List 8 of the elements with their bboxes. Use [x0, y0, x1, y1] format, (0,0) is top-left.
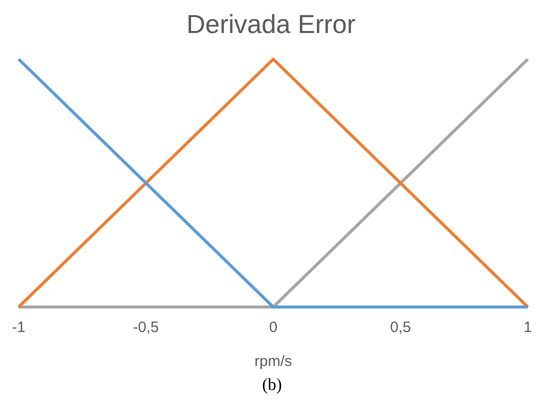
x-tick-label: 1: [524, 319, 532, 336]
x-tick-label: 0,5: [390, 319, 411, 336]
chart-title: Derivada Error: [186, 8, 356, 39]
x-tick-label: -1: [12, 319, 26, 336]
text: (b): [261, 375, 283, 395]
x-axis-title: rpm/s: [254, 353, 292, 370]
x-tick-label: 0: [269, 319, 278, 336]
x-tick-label: -0,5: [133, 319, 159, 336]
